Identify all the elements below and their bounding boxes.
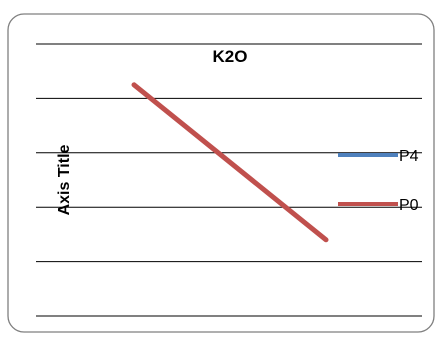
y-axis-title: Axis Title [56, 144, 73, 215]
legend-entry-p0: P0 [338, 197, 419, 214]
chart-frame [7, 13, 435, 333]
series-lines [131, 82, 329, 243]
legend-label-p0: P0 [399, 197, 419, 214]
legend-label-p4: P4 [399, 148, 419, 165]
series-line-p0 [131, 82, 329, 243]
chart-title: K2O [213, 47, 248, 66]
legend-entry-p4: P4 [338, 148, 419, 165]
legend: P4 P0 [338, 148, 419, 214]
gridlines [36, 43, 422, 317]
